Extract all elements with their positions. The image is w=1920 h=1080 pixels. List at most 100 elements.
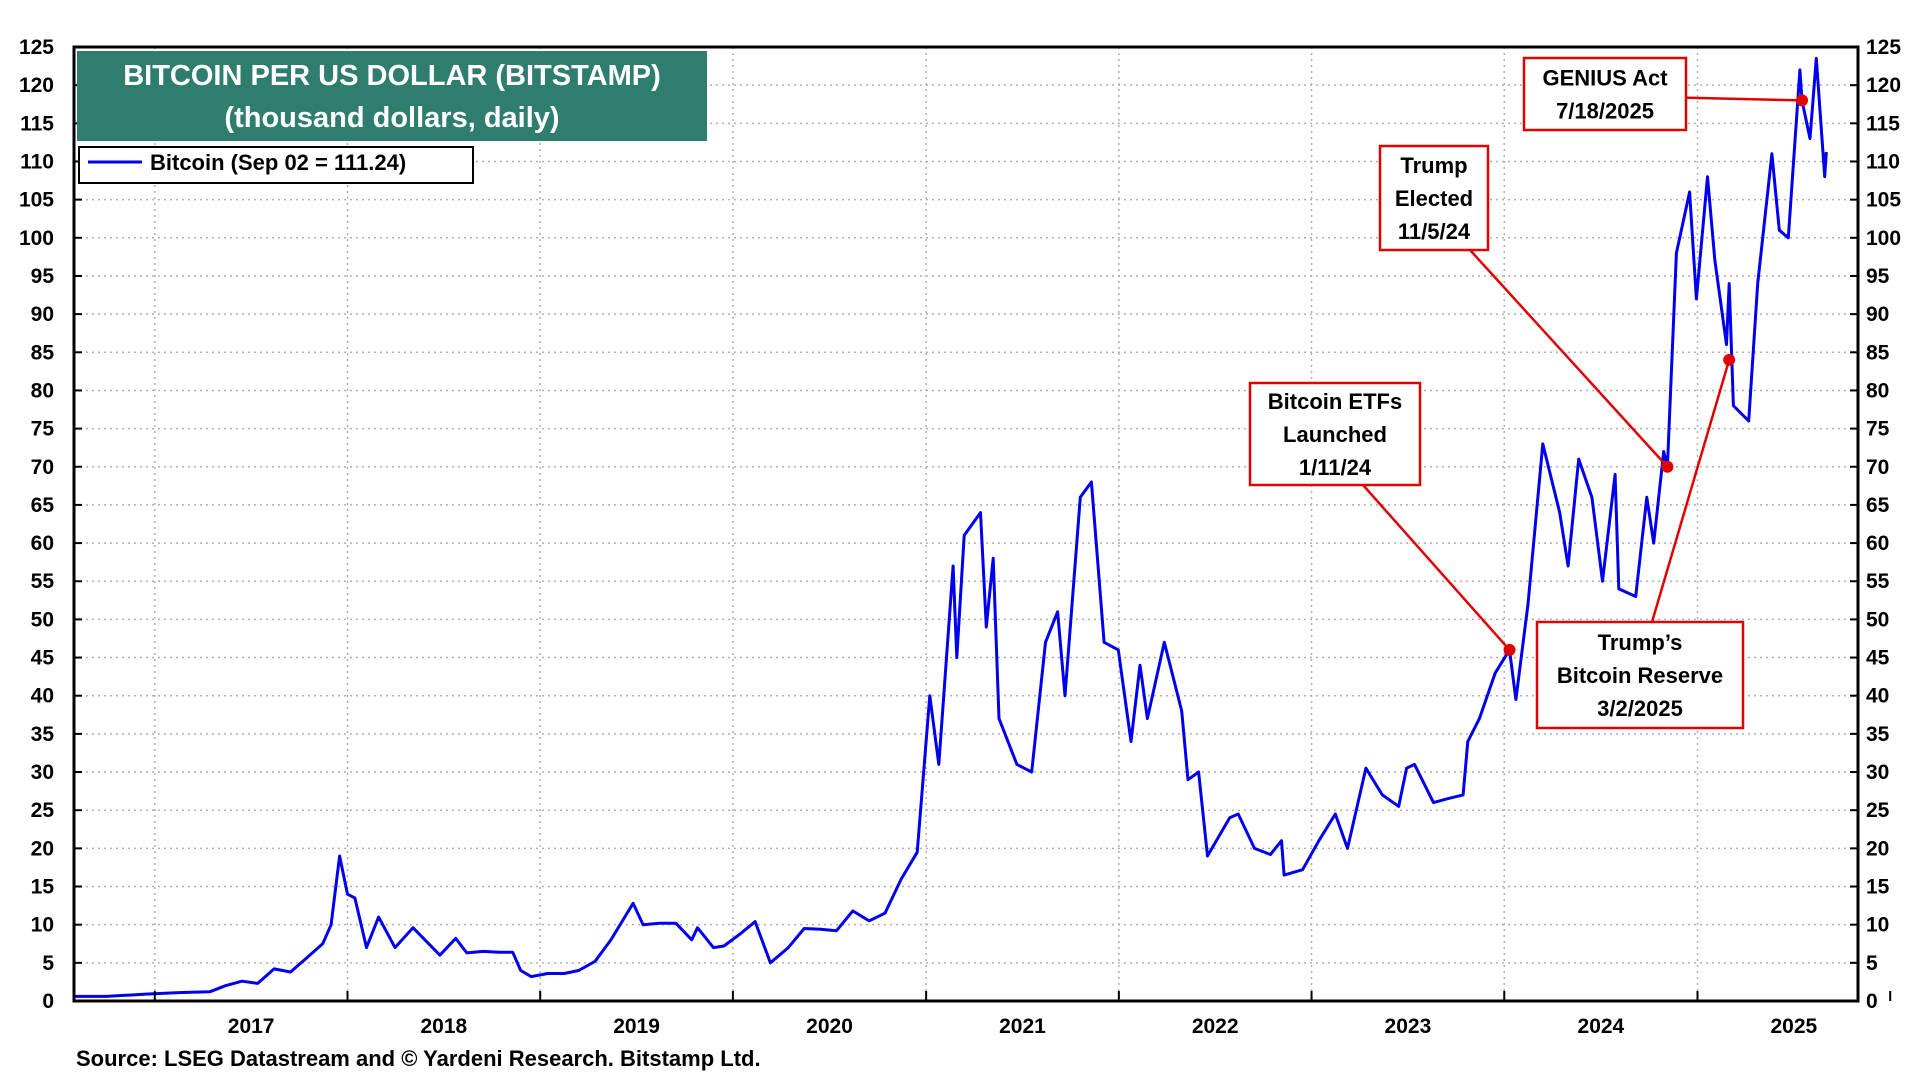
annotation-leader-line xyxy=(1469,249,1669,468)
y-tick-label-right: 35 xyxy=(1866,723,1890,746)
annotation-leader-line xyxy=(1362,484,1511,651)
annotation-reserve: Trump’s Bitcoin Reserve 3/2/2025 xyxy=(1535,353,1745,730)
annotation-marker xyxy=(1503,643,1516,656)
annotation-text: 7/18/2025 xyxy=(1556,99,1654,124)
y-tick-label-left: 55 xyxy=(31,570,55,593)
y-tick-label-right: 90 xyxy=(1866,303,1889,326)
annotation-etfs: Bitcoin ETFs Launched 1/11/24 xyxy=(1248,381,1516,656)
y-tick-label-right: 25 xyxy=(1866,799,1890,822)
y-tick-label-right: 60 xyxy=(1866,532,1889,555)
x-tick-label: 2023 xyxy=(1385,1015,1432,1038)
annotation-text: 11/5/24 xyxy=(1398,219,1471,244)
annotation-text: Trump xyxy=(1400,153,1467,178)
y-axis-left: 0 5 10 15 20 25 30 35 40 45 50 55 60 65 70 75 80 85 90 95 10… xyxy=(19,36,82,1013)
y-tick-label-right: 5 xyxy=(1866,952,1878,975)
y-tick-label-left: 115 xyxy=(20,112,54,135)
y-tick-label-right: 30 xyxy=(1866,761,1889,784)
annotation-text: 1/11/24 xyxy=(1299,455,1372,480)
x-tick-label: 2021 xyxy=(999,1015,1046,1038)
y-tick-label-left: 60 xyxy=(31,532,54,555)
y-tick-label-right: 0 xyxy=(1866,990,1878,1013)
y-tick-label-right: 125 xyxy=(1866,36,1901,59)
series-layer xyxy=(74,56,1828,998)
y-tick-label-right: 55 xyxy=(1866,570,1890,593)
y-tick-label-left: 35 xyxy=(31,723,55,746)
y-tick-label-left: 45 xyxy=(31,647,55,670)
y-tick-label-left: 85 xyxy=(31,341,55,364)
y-tick-label-left: 30 xyxy=(31,761,54,784)
annotation-marker xyxy=(1796,94,1809,107)
y-tick-label-left: 125 xyxy=(19,36,54,59)
y-tick-label-right: 40 xyxy=(1866,685,1889,708)
y-tick-label-left: 20 xyxy=(31,837,54,860)
y-tick-label-right: 115 xyxy=(1866,112,1900,135)
y-tick-label-left: 15 xyxy=(31,876,55,899)
annotation-box xyxy=(1535,620,1745,730)
annotation-leader-line xyxy=(1650,359,1731,623)
chart-subtitle: (thousand dollars, daily) xyxy=(224,102,559,134)
y-tick-label-left: 70 xyxy=(31,456,54,479)
x-tick-label: 2024 xyxy=(1578,1015,1625,1038)
source-note: Source: LSEG Datastream and © Yardeni Re… xyxy=(76,1046,761,1071)
y-tick-label-left: 0 xyxy=(42,990,54,1013)
series-line-bitcoin xyxy=(74,56,1828,998)
y-tick-label-right: 95 xyxy=(1866,265,1890,288)
x-axis: 2017 2018 2019 2020 2021 2022 2023 2024 2025 xyxy=(153,991,1892,1038)
y-tick-label-left: 100 xyxy=(19,227,54,250)
annotation-box xyxy=(1248,381,1422,487)
title-box-background xyxy=(77,51,707,141)
y-tick-label-right: 120 xyxy=(1866,74,1901,97)
y-tick-label-right: 50 xyxy=(1866,608,1889,631)
x-tick-label: 2017 xyxy=(228,1015,275,1038)
y-tick-label-left: 10 xyxy=(31,914,54,937)
y-tick-label-left: 105 xyxy=(19,189,54,212)
y-tick-label-left: 110 xyxy=(20,150,54,173)
annotation-text: GENIUS Act xyxy=(1542,66,1668,91)
title-box: BITCOIN PER US DOLLAR (BITSTAMP) (thousa… xyxy=(77,51,707,141)
x-tick-label: 2018 xyxy=(420,1015,467,1038)
y-tick-label-right: 85 xyxy=(1866,341,1890,364)
y-axis-right: 0 5 10 15 20 25 30 35 40 45 50 55 60 65 70 75 80 85 90 95 10… xyxy=(1850,36,1901,1013)
chart-title: BITCOIN PER US DOLLAR (BITSTAMP) xyxy=(123,60,661,92)
y-tick-label-right: 20 xyxy=(1866,837,1889,860)
annotation-text: Elected xyxy=(1395,186,1473,211)
y-tick-label-right: 105 xyxy=(1866,189,1901,212)
x-tick-label: 2019 xyxy=(613,1015,660,1038)
y-tick-label-left: 80 xyxy=(31,379,54,402)
x-tick-label: 2022 xyxy=(1192,1015,1239,1038)
annotation-text: Bitcoin ETFs xyxy=(1268,389,1402,414)
legend-label: Bitcoin (Sep 02 = 111.24) xyxy=(150,150,406,175)
annotation-trump-elected: Trump Elected 11/5/24 xyxy=(1378,144,1674,473)
y-tick-label-right: 15 xyxy=(1866,876,1890,899)
y-tick-label-left: 25 xyxy=(31,799,55,822)
y-tick-label-right: 70 xyxy=(1866,456,1889,479)
y-tick-label-left: 50 xyxy=(31,608,54,631)
y-tick-label-right: 80 xyxy=(1866,379,1889,402)
annotation-text: Bitcoin Reserve xyxy=(1557,663,1723,688)
y-tick-label-left: 5 xyxy=(42,952,54,975)
annotation-text: Launched xyxy=(1283,422,1387,447)
plot-frame xyxy=(72,45,1860,1003)
y-tick-label-left: 90 xyxy=(31,303,54,326)
x-tick-label: 2020 xyxy=(806,1015,853,1038)
y-tick-label-right: 110 xyxy=(1866,150,1900,173)
y-tick-label-left: 75 xyxy=(31,418,55,441)
y-tick-label-right: 100 xyxy=(1866,227,1901,250)
annotation-genius: GENIUS Act 7/18/2025 xyxy=(1522,56,1809,132)
annotation-box xyxy=(1522,56,1688,132)
y-tick-label-left: 65 xyxy=(31,494,55,517)
annotations: GENIUS Act 7/18/2025 Trump Elected 11/5/24 Bi… xyxy=(1248,56,1809,730)
y-tick-label-left: 95 xyxy=(31,265,55,288)
y-tick-label-right: 10 xyxy=(1866,914,1889,937)
y-tick-label-right: 65 xyxy=(1866,494,1890,517)
annotation-text: Trump’s xyxy=(1598,630,1683,655)
legend-box xyxy=(78,146,474,184)
x-tick-label: 2025 xyxy=(1770,1015,1817,1038)
annotation-box xyxy=(1378,144,1490,252)
y-tick-label-left: 40 xyxy=(31,685,54,708)
legend: Bitcoin (Sep 02 = 111.24) xyxy=(78,146,474,184)
annotation-marker xyxy=(1661,460,1674,473)
y-tick-label-right: 45 xyxy=(1866,647,1890,670)
annotation-marker xyxy=(1723,353,1736,366)
